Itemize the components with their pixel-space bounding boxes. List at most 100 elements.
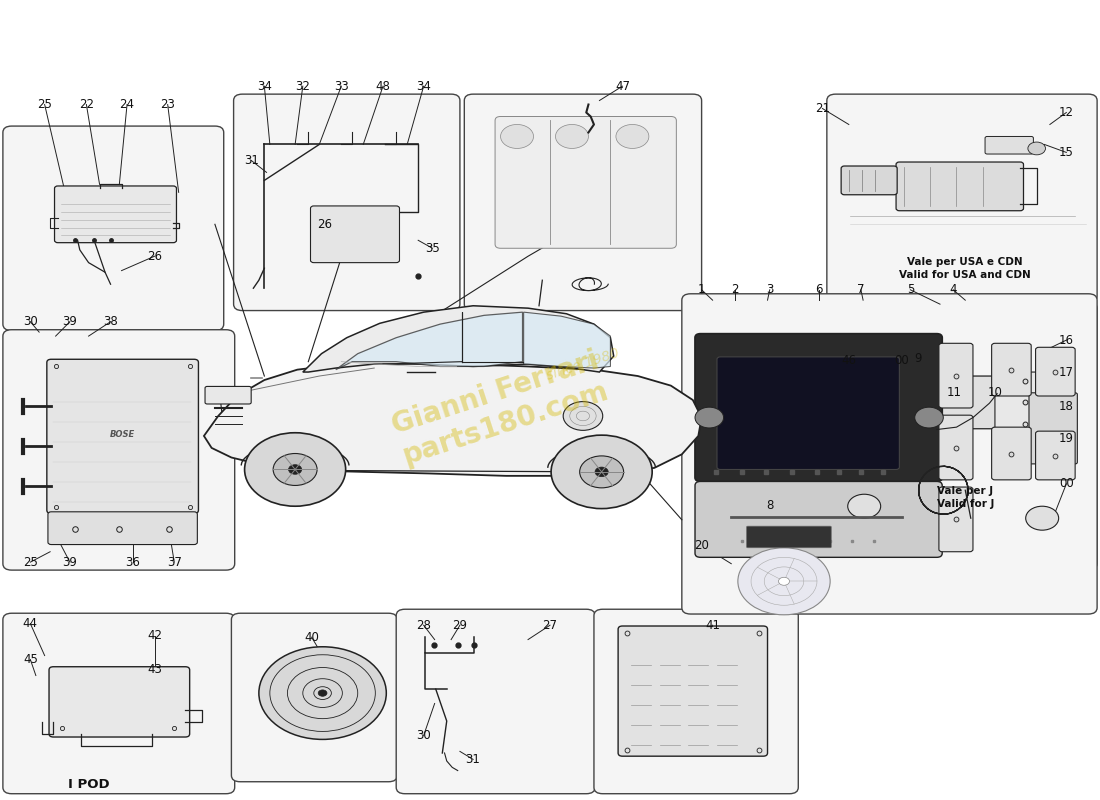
FancyBboxPatch shape <box>3 126 223 330</box>
Text: 31: 31 <box>244 154 258 167</box>
Text: 26: 26 <box>147 250 162 262</box>
Text: Gianni Ferrari
parts180.com: Gianni Ferrari parts180.com <box>388 346 613 470</box>
FancyBboxPatch shape <box>939 343 974 408</box>
Text: 8: 8 <box>766 499 773 512</box>
Circle shape <box>500 125 534 149</box>
Text: 44: 44 <box>23 617 37 630</box>
Text: 19: 19 <box>1059 432 1074 445</box>
Text: 21: 21 <box>815 102 830 115</box>
Text: 23: 23 <box>161 98 175 111</box>
Text: 41: 41 <box>705 618 720 632</box>
Text: 39: 39 <box>63 556 77 569</box>
Text: 10: 10 <box>988 386 1002 398</box>
Circle shape <box>244 433 345 506</box>
Text: 4: 4 <box>949 283 957 296</box>
Circle shape <box>258 646 386 739</box>
Text: 25: 25 <box>23 556 37 569</box>
Text: 26: 26 <box>317 218 332 231</box>
Text: 33: 33 <box>334 80 349 93</box>
Text: 3: 3 <box>766 283 773 296</box>
FancyBboxPatch shape <box>396 610 595 794</box>
Text: 31: 31 <box>465 753 481 766</box>
Text: 46: 46 <box>842 354 856 366</box>
FancyBboxPatch shape <box>986 137 1033 154</box>
Text: 22: 22 <box>79 98 94 111</box>
FancyBboxPatch shape <box>310 206 399 262</box>
Text: 6: 6 <box>815 283 823 296</box>
Circle shape <box>551 435 652 509</box>
FancyBboxPatch shape <box>886 376 996 429</box>
FancyBboxPatch shape <box>1028 393 1077 464</box>
Circle shape <box>595 467 608 477</box>
Polygon shape <box>302 306 614 372</box>
FancyBboxPatch shape <box>939 415 974 480</box>
Text: 40: 40 <box>305 630 319 644</box>
Circle shape <box>616 125 649 149</box>
FancyBboxPatch shape <box>495 117 676 248</box>
FancyBboxPatch shape <box>994 372 1054 433</box>
Text: 39: 39 <box>63 315 77 328</box>
FancyBboxPatch shape <box>991 343 1031 396</box>
FancyBboxPatch shape <box>939 487 974 552</box>
Text: 29: 29 <box>452 618 468 632</box>
Circle shape <box>1027 142 1045 155</box>
Text: 2: 2 <box>730 283 738 296</box>
FancyBboxPatch shape <box>55 186 176 242</box>
FancyBboxPatch shape <box>1035 347 1075 396</box>
Text: 12: 12 <box>1059 106 1074 119</box>
FancyBboxPatch shape <box>695 482 943 558</box>
Circle shape <box>1025 506 1058 530</box>
Text: 1: 1 <box>697 283 705 296</box>
Text: 30: 30 <box>416 729 431 742</box>
Text: 9: 9 <box>914 352 922 365</box>
Circle shape <box>779 578 790 586</box>
Text: 43: 43 <box>147 663 162 677</box>
FancyBboxPatch shape <box>618 626 768 756</box>
Text: 20: 20 <box>694 539 710 552</box>
Text: 35: 35 <box>425 242 440 254</box>
FancyBboxPatch shape <box>991 427 1031 480</box>
Polygon shape <box>336 312 522 370</box>
Text: 17: 17 <box>1059 366 1074 378</box>
FancyBboxPatch shape <box>896 162 1023 210</box>
Text: 00: 00 <box>894 354 909 366</box>
FancyBboxPatch shape <box>594 610 799 794</box>
FancyBboxPatch shape <box>48 512 197 545</box>
Text: since 1980: since 1980 <box>544 346 622 382</box>
Circle shape <box>318 690 327 696</box>
Circle shape <box>695 407 724 428</box>
Circle shape <box>848 494 881 518</box>
Text: 00: 00 <box>1059 478 1074 490</box>
Circle shape <box>580 456 624 488</box>
Text: 32: 32 <box>296 80 310 93</box>
FancyBboxPatch shape <box>464 94 702 310</box>
Circle shape <box>915 407 944 428</box>
Text: 18: 18 <box>1059 400 1074 413</box>
Text: 47: 47 <box>615 80 630 93</box>
FancyBboxPatch shape <box>695 334 943 482</box>
Text: BOSE: BOSE <box>110 430 135 439</box>
Text: 30: 30 <box>23 315 37 328</box>
Text: 24: 24 <box>120 98 134 111</box>
FancyBboxPatch shape <box>231 614 397 782</box>
FancyBboxPatch shape <box>47 359 198 514</box>
Circle shape <box>288 465 301 474</box>
FancyBboxPatch shape <box>3 330 234 570</box>
Text: 48: 48 <box>375 80 390 93</box>
FancyBboxPatch shape <box>1035 431 1075 480</box>
Text: 15: 15 <box>1059 146 1074 159</box>
Text: 37: 37 <box>167 556 182 569</box>
FancyBboxPatch shape <box>747 526 832 548</box>
FancyBboxPatch shape <box>842 166 898 194</box>
Text: 36: 36 <box>125 556 140 569</box>
FancyBboxPatch shape <box>827 302 1097 570</box>
Text: Vale per USA e CDN
Valid for USA and CDN: Vale per USA e CDN Valid for USA and CDN <box>900 257 1031 280</box>
FancyBboxPatch shape <box>50 666 189 737</box>
Text: 34: 34 <box>257 80 272 93</box>
Circle shape <box>563 402 603 430</box>
Text: 5: 5 <box>906 283 914 296</box>
FancyBboxPatch shape <box>205 386 251 404</box>
Circle shape <box>556 125 588 149</box>
Text: 42: 42 <box>147 629 162 642</box>
FancyBboxPatch shape <box>3 614 234 794</box>
